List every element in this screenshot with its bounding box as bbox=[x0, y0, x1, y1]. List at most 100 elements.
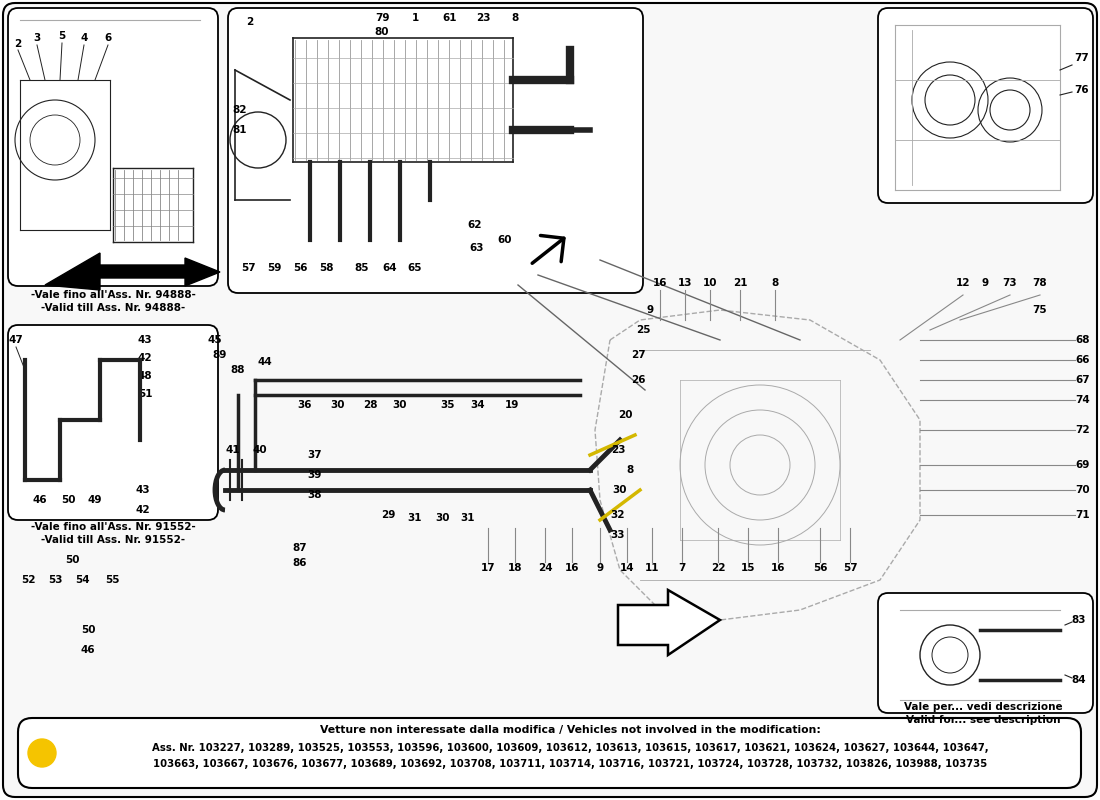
Text: 44: 44 bbox=[257, 357, 273, 367]
Text: Ass. Nr. 103227, 103289, 103525, 103553, 103596, 103600, 103609, 103612, 103613,: Ass. Nr. 103227, 103289, 103525, 103553,… bbox=[152, 743, 988, 753]
Text: 30: 30 bbox=[613, 485, 627, 495]
Text: 31: 31 bbox=[408, 513, 422, 523]
Text: 24: 24 bbox=[538, 563, 552, 573]
Text: 16: 16 bbox=[652, 278, 668, 288]
Text: 13: 13 bbox=[678, 278, 692, 288]
Text: 50: 50 bbox=[60, 495, 75, 505]
Text: 53: 53 bbox=[47, 575, 63, 585]
Text: 3: 3 bbox=[33, 33, 41, 43]
Text: 67: 67 bbox=[1076, 375, 1090, 385]
Text: 76: 76 bbox=[1075, 85, 1089, 95]
Text: 45: 45 bbox=[208, 335, 222, 345]
Text: 19: 19 bbox=[505, 400, 519, 410]
Text: 57: 57 bbox=[241, 263, 255, 273]
Text: 37: 37 bbox=[308, 450, 322, 460]
Text: 11: 11 bbox=[645, 563, 659, 573]
FancyBboxPatch shape bbox=[3, 3, 1097, 797]
FancyBboxPatch shape bbox=[8, 8, 218, 286]
Text: 39: 39 bbox=[308, 470, 322, 480]
Text: 9: 9 bbox=[647, 305, 653, 315]
Text: 47: 47 bbox=[9, 335, 23, 345]
Text: 16: 16 bbox=[564, 563, 580, 573]
Text: 73: 73 bbox=[1003, 278, 1018, 288]
Text: 89: 89 bbox=[212, 350, 228, 360]
Text: 17: 17 bbox=[481, 563, 495, 573]
Text: 23: 23 bbox=[475, 13, 491, 23]
Text: 6: 6 bbox=[104, 33, 111, 43]
Text: 65: 65 bbox=[408, 263, 422, 273]
Text: 9: 9 bbox=[981, 278, 989, 288]
Text: 81: 81 bbox=[233, 125, 248, 135]
Text: 27: 27 bbox=[630, 350, 646, 360]
Text: 68: 68 bbox=[1076, 335, 1090, 345]
Text: 42: 42 bbox=[138, 353, 152, 363]
Text: 50: 50 bbox=[65, 555, 79, 565]
Text: 32: 32 bbox=[610, 510, 625, 520]
Text: -Valid till Ass. Nr. 91552-: -Valid till Ass. Nr. 91552- bbox=[41, 535, 185, 545]
Circle shape bbox=[28, 739, 56, 767]
Text: 30: 30 bbox=[436, 513, 450, 523]
Text: 7: 7 bbox=[679, 563, 685, 573]
Text: -Vale fino all'Ass. Nr. 94888-: -Vale fino all'Ass. Nr. 94888- bbox=[31, 290, 196, 300]
Text: 4: 4 bbox=[80, 33, 88, 43]
Text: 41: 41 bbox=[226, 445, 240, 455]
Text: 18: 18 bbox=[508, 563, 522, 573]
Text: 46: 46 bbox=[33, 495, 47, 505]
Text: -Valid till Ass. Nr. 94888-: -Valid till Ass. Nr. 94888- bbox=[41, 303, 185, 313]
Text: 80: 80 bbox=[375, 27, 389, 37]
Text: 103663, 103667, 103676, 103677, 103689, 103692, 103708, 103711, 103714, 103716, : 103663, 103667, 103676, 103677, 103689, … bbox=[153, 759, 987, 769]
Text: 78: 78 bbox=[1033, 278, 1047, 288]
Text: 35: 35 bbox=[441, 400, 455, 410]
Text: Valid for... see description: Valid for... see description bbox=[905, 715, 1060, 725]
Text: 87: 87 bbox=[293, 543, 307, 553]
Text: 5: 5 bbox=[58, 31, 66, 41]
Text: 64: 64 bbox=[383, 263, 397, 273]
Text: 56: 56 bbox=[813, 563, 827, 573]
Text: 74: 74 bbox=[1076, 395, 1090, 405]
Text: 71: 71 bbox=[1076, 510, 1090, 520]
Text: 16: 16 bbox=[771, 563, 785, 573]
Text: 31: 31 bbox=[461, 513, 475, 523]
Text: 72: 72 bbox=[1076, 425, 1090, 435]
Text: 20: 20 bbox=[618, 410, 632, 420]
Text: 83: 83 bbox=[1071, 615, 1087, 625]
Text: 61: 61 bbox=[442, 13, 458, 23]
Text: 43: 43 bbox=[135, 485, 151, 495]
Text: 10: 10 bbox=[703, 278, 717, 288]
Text: 1: 1 bbox=[411, 13, 419, 23]
Text: 8: 8 bbox=[512, 13, 518, 23]
Text: 62: 62 bbox=[468, 220, 482, 230]
Text: 57: 57 bbox=[843, 563, 857, 573]
Text: 56: 56 bbox=[293, 263, 307, 273]
Text: 46: 46 bbox=[80, 645, 96, 655]
Text: 38: 38 bbox=[308, 490, 322, 500]
Text: 58: 58 bbox=[319, 263, 333, 273]
Text: 28: 28 bbox=[363, 400, 377, 410]
Text: 23: 23 bbox=[610, 445, 625, 455]
Text: 14: 14 bbox=[619, 563, 635, 573]
Text: 43: 43 bbox=[138, 335, 152, 345]
Text: 86: 86 bbox=[293, 558, 307, 568]
Text: 55: 55 bbox=[104, 575, 119, 585]
Text: 30: 30 bbox=[331, 400, 345, 410]
FancyBboxPatch shape bbox=[18, 718, 1081, 788]
Text: 84: 84 bbox=[1071, 675, 1087, 685]
Text: 50: 50 bbox=[80, 625, 96, 635]
Text: 22: 22 bbox=[711, 563, 725, 573]
Text: 52: 52 bbox=[21, 575, 35, 585]
Text: 40: 40 bbox=[253, 445, 267, 455]
Text: 34: 34 bbox=[471, 400, 485, 410]
Text: 51: 51 bbox=[138, 389, 152, 399]
Text: 26: 26 bbox=[630, 375, 646, 385]
Text: A: A bbox=[36, 746, 48, 761]
Text: 12: 12 bbox=[956, 278, 970, 288]
Text: 36: 36 bbox=[298, 400, 312, 410]
Text: 25: 25 bbox=[636, 325, 650, 335]
Text: 30: 30 bbox=[393, 400, 407, 410]
Text: 85: 85 bbox=[354, 263, 370, 273]
Text: 33: 33 bbox=[610, 530, 625, 540]
Text: 66: 66 bbox=[1076, 355, 1090, 365]
Text: 2: 2 bbox=[246, 17, 254, 27]
Polygon shape bbox=[45, 253, 220, 290]
Text: 21: 21 bbox=[733, 278, 747, 288]
